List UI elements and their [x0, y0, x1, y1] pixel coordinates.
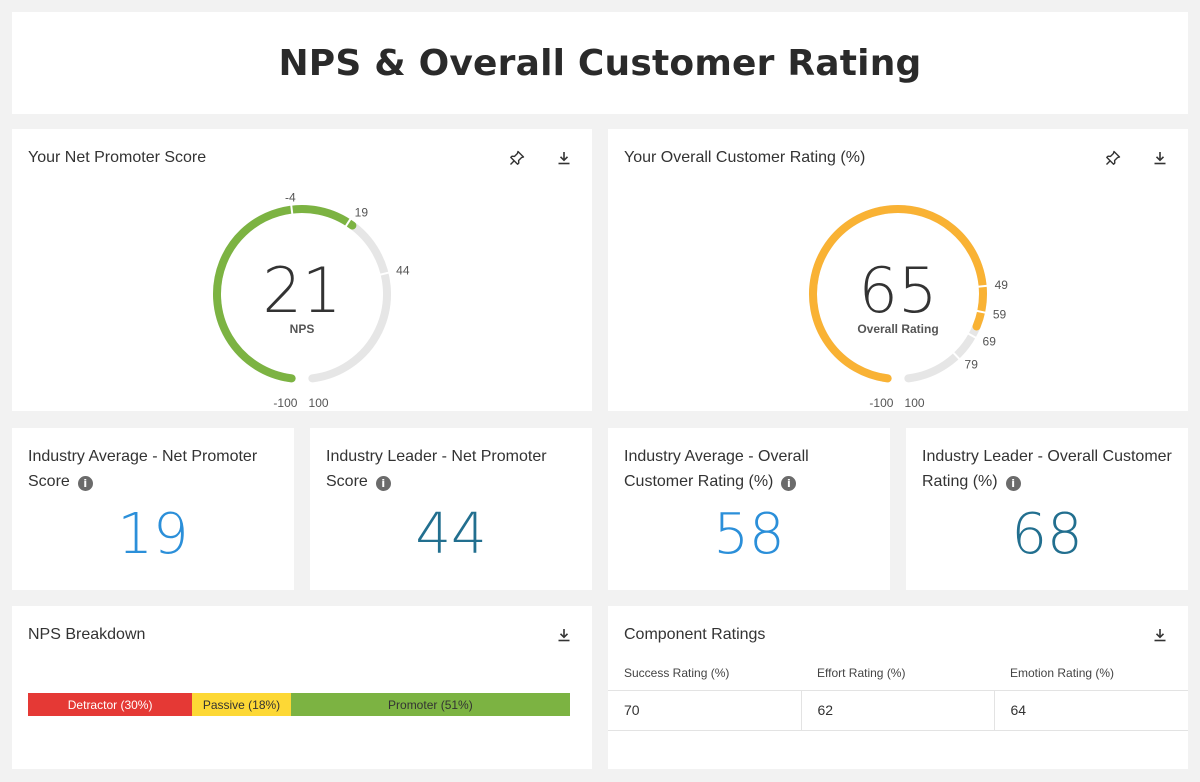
gauge-fill	[809, 205, 987, 383]
gauge-tick-label: 59	[993, 307, 1007, 321]
pin-icon[interactable]	[1104, 149, 1122, 167]
gauge-tick	[344, 217, 352, 228]
nps-gauge: -100 -4 19 44 100	[213, 191, 410, 410]
stat-value: 19	[117, 502, 189, 567]
column-header[interactable]: Emotion Rating (%)	[994, 656, 1188, 691]
info-icon[interactable]: i	[77, 476, 93, 491]
table-row: 70 62 64	[608, 690, 1188, 731]
stat-value: 68	[1011, 502, 1083, 567]
gauge-tick-label: -100	[869, 396, 893, 410]
page-title: NPS & Overall Customer Rating	[278, 42, 922, 84]
stat-title: Industry Leader - Overall Customer Ratin…	[922, 448, 1172, 490]
table-cell: 64	[993, 690, 1188, 731]
gauge-tick	[952, 351, 961, 361]
table-cell: 70	[608, 690, 801, 731]
gauge-tick	[977, 284, 988, 288]
page-header: NPS & Overall Customer Rating	[12, 12, 1188, 114]
pin-icon[interactable]	[508, 149, 526, 167]
gauge-tick-label: 100	[905, 396, 925, 410]
component-ratings-table: Success Rating (%) Effort Rating (%) Emo…	[608, 656, 1188, 731]
gauge-tick-label: -4	[285, 191, 296, 205]
gauge-tick-label: 69	[983, 335, 997, 349]
gauge-tick	[379, 271, 390, 276]
industry-leader-rating-card: Industry Leader - Overall Customer Ratin…	[906, 428, 1188, 590]
stat-value: 44	[415, 502, 487, 567]
nps-gauge-card: Your Net Promoter Score -100 -4 19 44 100 21…	[12, 129, 592, 411]
stat-title: Industry Average - Net Promoter Score	[28, 448, 258, 490]
stat-title: Industry Leader - Net Promoter Score	[326, 448, 547, 490]
industry-average-rating-card: Industry Average - Overall Customer Rati…	[608, 428, 890, 590]
column-header[interactable]: Effort Rating (%)	[801, 656, 994, 691]
info-icon[interactable]: i	[1005, 476, 1021, 491]
nps-breakdown-card: NPS Breakdown Detractor (30%) Passive (1…	[12, 606, 592, 769]
gauge-tick-label: 79	[965, 358, 979, 372]
table-cell: 62	[800, 690, 994, 731]
download-icon[interactable]	[1151, 626, 1169, 644]
industry-leader-nps-card: Industry Leader - Net Promoter Score i 44	[310, 428, 592, 590]
stat-title: Industry Average - Overall Customer Rati…	[624, 448, 809, 490]
download-icon[interactable]	[1151, 149, 1169, 167]
gauge-tick-label: 100	[309, 396, 329, 410]
nps-breakdown-bar: Detractor (30%) Passive (18%) Promoter (…	[28, 693, 570, 716]
download-icon[interactable]	[555, 626, 573, 644]
gauge-tick-label: -100	[273, 396, 297, 410]
download-icon[interactable]	[555, 149, 573, 167]
rating-label: Overall Rating	[857, 322, 939, 336]
detractor-segment[interactable]: Detractor (30%)	[28, 693, 193, 716]
rating-gauge-card: Your Overall Customer Rating (%) -100 49 5…	[608, 129, 1188, 411]
promoter-segment[interactable]: Promoter (51%)	[290, 693, 570, 716]
rating-gauge: -100 49 59 69 79 100	[809, 205, 1009, 410]
breakdown-title: NPS Breakdown	[28, 626, 146, 643]
gauge-tick-label: 49	[995, 278, 1009, 292]
gauge-fill	[213, 205, 357, 383]
gauge-tick-label: 19	[355, 206, 369, 220]
industry-average-nps-card: Industry Average - Net Promoter Score i 1…	[12, 428, 294, 590]
stat-value: 58	[713, 502, 785, 567]
component-ratings-title: Component Ratings	[624, 626, 766, 643]
info-icon[interactable]: i	[375, 476, 391, 491]
info-icon[interactable]: i	[781, 476, 797, 491]
table-header-row: Success Rating (%) Effort Rating (%) Emo…	[608, 656, 1188, 691]
component-ratings-card: Component Ratings Success Rating (%) Eff…	[608, 606, 1188, 769]
nps-label: NPS	[289, 322, 315, 336]
nps-card-title: Your Net Promoter Score	[28, 149, 207, 166]
gauge-tick	[290, 204, 294, 215]
rating-card-title: Your Overall Customer Rating (%)	[624, 149, 866, 166]
gauge-tick-label: 44	[396, 264, 410, 278]
rating-value: 65	[858, 254, 938, 327]
gauge-tick	[967, 332, 977, 340]
passive-segment[interactable]: Passive (18%)	[192, 693, 291, 716]
gauge-tick	[976, 309, 987, 314]
nps-value: 21	[262, 254, 342, 327]
column-header[interactable]: Success Rating (%)	[608, 656, 801, 691]
